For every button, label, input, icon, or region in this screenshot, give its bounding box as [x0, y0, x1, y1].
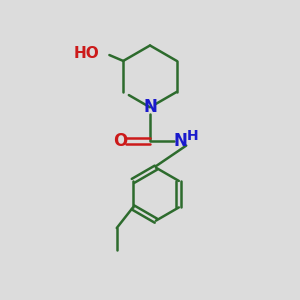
Text: N: N: [174, 132, 188, 150]
Text: HO: HO: [74, 46, 100, 61]
Text: O: O: [113, 132, 127, 150]
Text: N: N: [143, 98, 157, 116]
Text: H: H: [186, 129, 198, 143]
